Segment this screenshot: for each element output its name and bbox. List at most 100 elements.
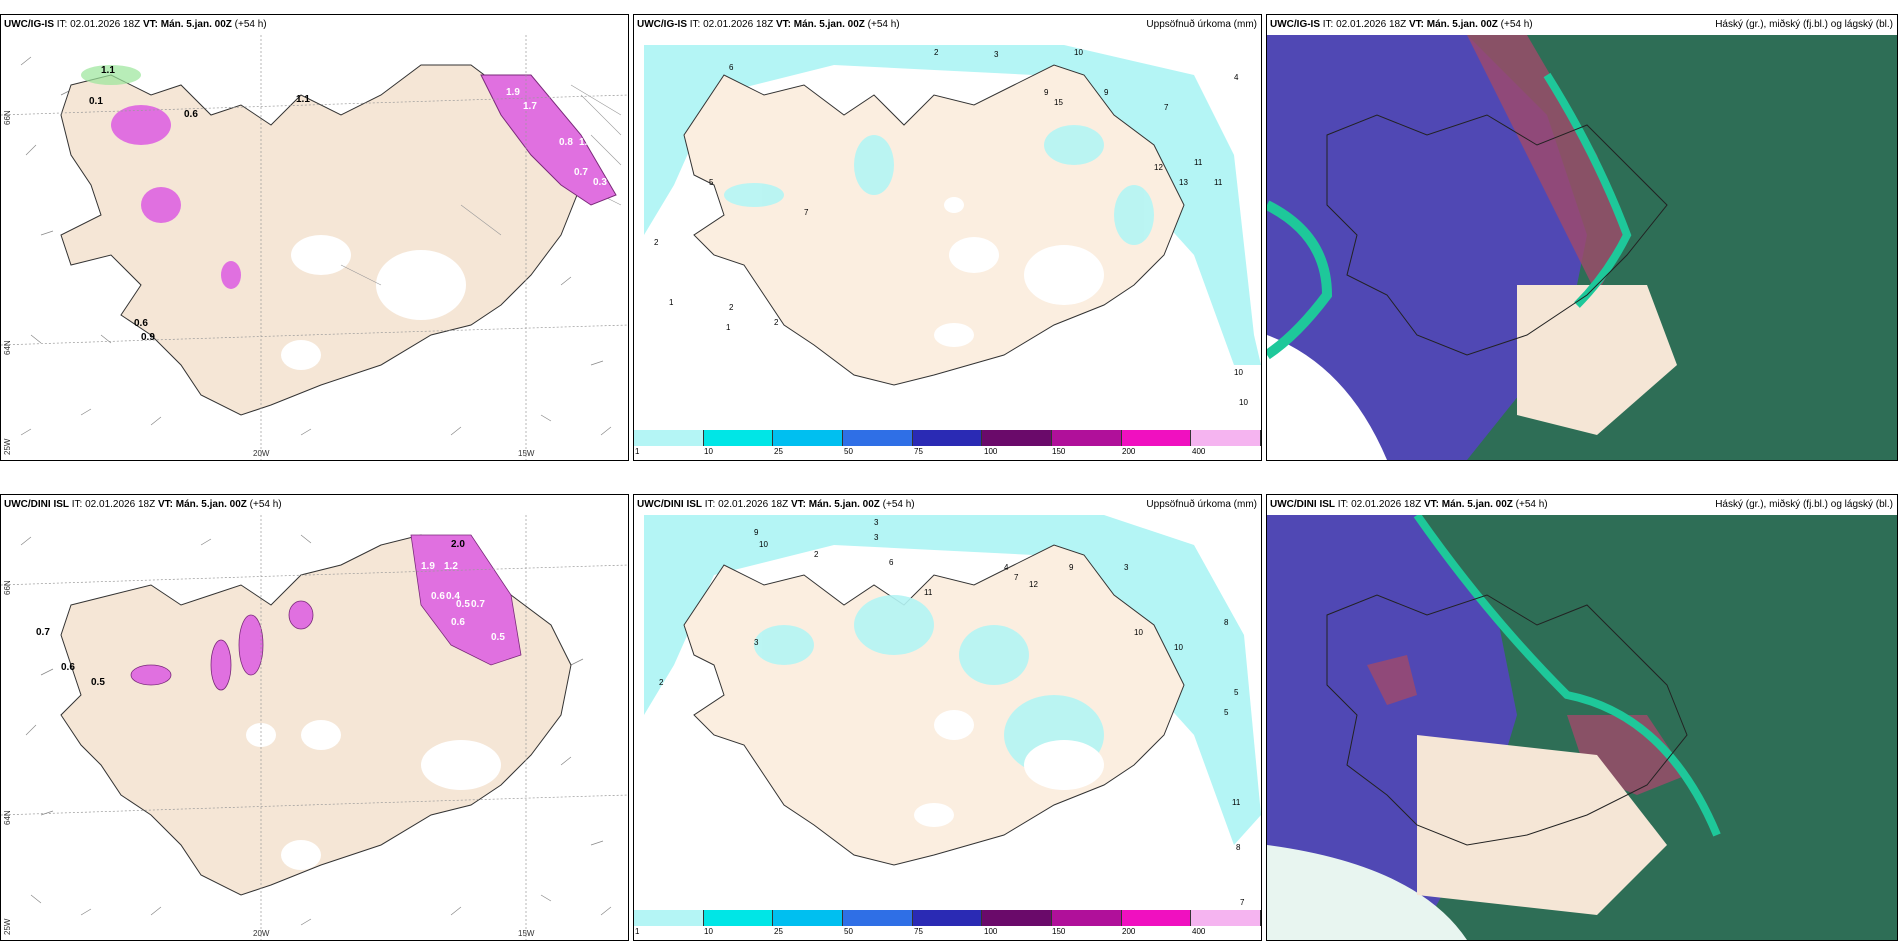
map-label: 1.0 [579,137,593,148]
map-label: 10 [1174,643,1183,652]
cloud-edge [1543,72,1632,308]
legend-tick: 100 [984,447,998,456]
legend-swatch [634,430,704,446]
cloud-edge [1413,515,1721,837]
panel-header: UWC/DINI ISL IT: 02.01.2026 18Z VT: Mán.… [1,495,628,515]
map-label: 1.1 [101,65,115,76]
lat-label: 64N [3,810,12,825]
wind-barbs [20,56,612,436]
panel-dini-snow: UWC/DINI ISL IT: 02.01.2026 18Z VT: Mán.… [0,494,629,941]
iceland-landmass [683,64,1185,386]
lat-label: 66N [3,110,12,125]
map-label: 3 [874,518,879,527]
map-precip: 2 3 10 6 9 15 7 9 12 13 11 11 2 5 7 10 1… [644,45,1261,407]
legend-tick: 10 [704,927,713,936]
map-label: 7 [1240,898,1245,907]
clear-land [1417,735,1667,915]
map-precip: 3 9 3 10 2 6 4 11 7 12 9 3 10 10 8 5 5 1… [644,515,1261,907]
legend-swatch [1052,430,1122,446]
lon-label: 25W [3,438,12,455]
map-label: 10 [759,540,768,549]
map-label: 0.5 [91,677,105,688]
lon-label: 20W [253,449,270,458]
legend-tick: 400 [1192,447,1206,456]
map-label: 7 [1014,573,1019,582]
legend-swatch [773,430,844,446]
map-label: 10 [1134,628,1143,637]
precip-labels: 3 9 3 10 2 6 4 11 7 12 9 3 10 10 8 5 5 1… [659,518,1245,907]
legend-tick: 150 [1052,927,1066,936]
map-label: 2 [814,550,819,559]
legend-swatch [1121,430,1192,446]
legend-swatch [843,910,913,926]
legend-swatch [703,910,774,926]
legend-swatch [634,910,704,926]
map-label: 1.7 [523,101,537,112]
map-label: 0.9 [141,332,155,343]
clear-area [1267,845,1467,940]
map-label: 2 [659,678,664,687]
map-label: 0.6 [61,662,75,673]
map-label: 9 [1104,88,1109,97]
map-label: 0.6 [184,109,198,120]
clear-area [1267,335,1387,460]
map-clouds [1267,35,1897,460]
legend-swatch [703,430,774,446]
panel-ig-is-clouds: UWC/IG-IS IT: 02.01.2026 18Z VT: Mán. 5.… [1266,14,1898,461]
panel-header: UWC/IG-IS IT: 02.01.2026 18Z VT: Mán. 5.… [1267,15,1897,35]
high-cloud-red [1467,35,1627,295]
map-label: 12 [1029,580,1038,589]
panel-ig-is-snow: UWC/IG-IS IT: 02.01.2026 18Z VT: Mán. 5.… [0,14,629,461]
legend-tick: 50 [844,927,853,936]
map-label: 0.7 [471,599,485,610]
map-clouds [1267,515,1897,940]
map-label: 3 [874,533,879,542]
mid-cloud [1267,35,1587,460]
panel-header: UWC/IG-IS IT: 02.01.2026 18Z VT: Mán. 5.… [1,15,628,35]
map-label: 11 [924,588,933,597]
map-label: 5 [1234,688,1239,697]
map-label: 1.9 [506,87,520,98]
map-label: 2 [934,48,939,57]
map-label: 5 [1224,708,1229,717]
panel-header: UWC/DINI ISL IT: 02.01.2026 18Z VT: Mán.… [634,495,1261,515]
map-label: 11 [1194,158,1203,167]
panel-header: UWC/DINI ISL IT: 02.01.2026 18Z VT: Mán.… [1267,495,1897,515]
map-label: 1 [669,298,674,307]
panel-dini-clouds: UWC/DINI ISL IT: 02.01.2026 18Z VT: Mán.… [1266,494,1898,941]
legend-swatch [1052,910,1122,926]
legend-tick: 150 [1052,447,1066,456]
map-label: 7 [804,208,809,217]
map-label: 8 [1236,843,1241,852]
map-label: 6 [889,558,894,567]
legend-tick: 100 [984,927,998,936]
precip-patches [724,125,1154,245]
map-label: 1.1 [296,94,310,105]
map-label: 0.6 [451,617,465,628]
legend-tick: 50 [844,447,853,456]
map-label: 0.5 [491,632,505,643]
map-label: 11 [1214,178,1223,187]
legend-swatch [1121,910,1192,926]
map-label: 4 [1234,73,1239,82]
map-label: 3 [1124,563,1129,572]
map-label: 0.6 [134,318,148,329]
map-label: 0.1 [89,96,103,107]
legend-tick: 200 [1122,927,1136,936]
map-label: 3 [754,638,759,647]
precip-legend: 1 10 25 50 75 100 150 200 400 [634,910,1261,940]
coastline [1326,594,1688,846]
lon-label: 20W [253,929,270,938]
panel-ig-is-precip: UWC/IG-IS IT: 02.01.2026 18Z VT: Mán. 5.… [633,14,1262,461]
legend-tick: 75 [914,447,923,456]
precip-labels: 2 3 10 6 9 15 7 9 12 13 11 11 2 5 7 10 1… [654,48,1248,407]
map-label: 8 [1224,618,1229,627]
map-label: 0.8 [559,137,573,148]
map-label: 0.7 [574,167,588,178]
dry-areas [934,197,1104,347]
clear-land [1517,285,1677,435]
panel-header: UWC/IG-IS IT: 02.01.2026 18Z VT: Mán. 5.… [634,15,1261,35]
legend-swatch [843,430,913,446]
map-label: 10 [1239,398,1248,407]
legend-swatch [982,910,1053,926]
